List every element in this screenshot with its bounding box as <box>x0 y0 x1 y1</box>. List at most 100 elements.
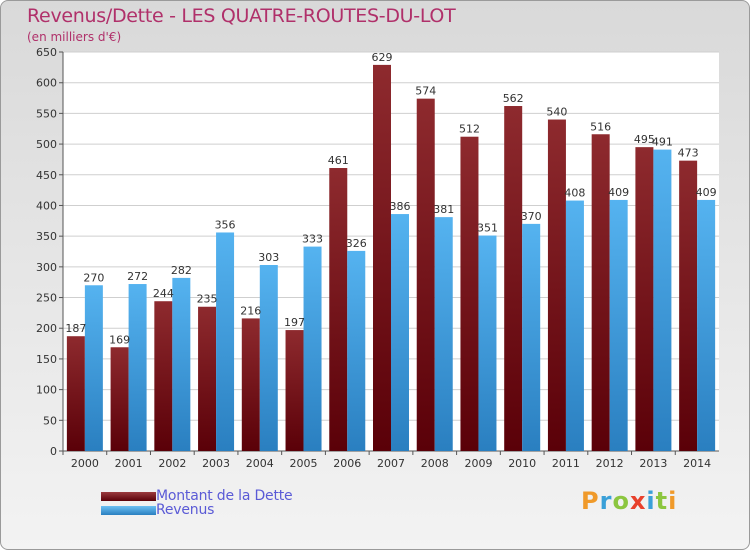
y-tick-label: 550 <box>36 107 57 120</box>
x-tick-label: 2010 <box>508 457 536 470</box>
data-label: 244 <box>153 287 174 300</box>
logo-letter: P <box>581 487 600 515</box>
x-tick-label: 2000 <box>71 457 99 470</box>
data-label: 386 <box>390 200 411 213</box>
data-label: 540 <box>546 106 567 119</box>
x-tick-label: 2003 <box>202 457 230 470</box>
bar-revenus <box>128 284 147 451</box>
y-tick-label: 100 <box>36 384 57 397</box>
legend-swatch-dette <box>101 491 156 501</box>
legend-item-dette: Montant de la Dette <box>101 488 293 504</box>
bar-dette <box>241 318 260 451</box>
logo-letter: i <box>646 487 656 515</box>
data-label: 461 <box>328 154 349 167</box>
bar-revenus <box>609 199 628 451</box>
bar-revenus <box>565 200 584 451</box>
logo-letter: r <box>599 487 613 515</box>
y-tick-label: 400 <box>36 199 57 212</box>
logo-letter: x <box>629 487 647 515</box>
y-tick-label: 350 <box>36 230 57 243</box>
y-tick-label: 450 <box>36 169 57 182</box>
bar-dette <box>416 98 435 451</box>
data-label: 370 <box>521 210 542 223</box>
x-tick-label: 2001 <box>115 457 143 470</box>
x-tick-label: 2011 <box>552 457 580 470</box>
data-label: 282 <box>171 264 192 277</box>
x-tick-label: 2005 <box>290 457 318 470</box>
y-tick-label: 150 <box>36 353 57 366</box>
bar-dette <box>66 336 85 451</box>
data-label: 473 <box>678 147 699 160</box>
bar-dette <box>635 147 654 451</box>
data-label: 326 <box>346 237 367 250</box>
bar-revenus <box>216 232 235 451</box>
bar-revenus <box>653 149 672 451</box>
x-tick-label: 2002 <box>158 457 186 470</box>
logo-letter: o <box>612 487 630 515</box>
bar-revenus <box>522 223 541 451</box>
y-tick-label: 500 <box>36 138 57 151</box>
x-tick-label: 2008 <box>421 457 449 470</box>
proxiti-logo: Proxiti <box>581 487 677 515</box>
bar-dette <box>198 306 217 451</box>
bar-dette <box>154 301 173 451</box>
y-tick-label: 650 <box>36 46 57 59</box>
bar-dette <box>329 168 348 452</box>
data-label: 272 <box>127 270 148 283</box>
x-tick-label: 2009 <box>464 457 492 470</box>
x-tick-label: 2012 <box>596 457 624 470</box>
legend-label-dette: Montant de la Dette <box>156 488 293 504</box>
bar-dette <box>460 136 479 452</box>
data-label: 235 <box>197 293 218 306</box>
logo-letter: t <box>655 487 669 515</box>
bar-revenus <box>434 217 453 451</box>
x-tick-label: 2004 <box>246 457 274 470</box>
bar-dette <box>679 160 698 452</box>
bar-dette <box>547 119 566 452</box>
bar-revenus <box>259 265 278 451</box>
bar-revenus <box>697 199 716 451</box>
legend-label-revenus: Revenus <box>156 502 215 518</box>
bar-revenus <box>347 250 366 451</box>
axes: 0 50 100 150 200 250 300 350 400 450 500 550 600 650 2… <box>36 46 719 470</box>
data-label: 409 <box>696 186 717 199</box>
data-label: 169 <box>109 333 130 346</box>
y-tick-label: 0 <box>50 445 57 458</box>
data-label: 356 <box>215 218 236 231</box>
data-labels: 187 270 169 272 244 282 235 356 216 303 197 333 461 3… <box>65 51 716 346</box>
data-label: 562 <box>503 92 524 105</box>
bar-dette <box>504 106 523 451</box>
data-label: 629 <box>372 51 393 64</box>
data-label: 270 <box>83 271 104 284</box>
data-label: 512 <box>459 123 480 136</box>
data-label: 495 <box>634 133 655 146</box>
data-label: 187 <box>65 322 86 335</box>
chart-title: Revenus/Dette - LES QUATRE-ROUTES-DU-LOT <box>27 5 456 27</box>
data-label: 351 <box>477 222 498 235</box>
legend-item-revenus: Revenus <box>101 502 214 518</box>
x-tick-label: 2014 <box>683 457 711 470</box>
y-tick-label: 600 <box>36 77 57 90</box>
x-tick-label: 2006 <box>333 457 361 470</box>
data-label: 409 <box>608 186 629 199</box>
bars <box>66 64 716 452</box>
data-label: 197 <box>284 316 305 329</box>
x-tick-label: 2007 <box>377 457 405 470</box>
legend-swatch-revenus <box>101 505 156 515</box>
bar-revenus <box>172 277 191 451</box>
data-label: 303 <box>258 251 279 264</box>
data-label: 381 <box>433 203 454 216</box>
y-tick-label: 200 <box>36 322 57 335</box>
y-tick-label: 50 <box>43 414 57 427</box>
data-label: 333 <box>302 233 323 246</box>
logo-letter: i <box>668 487 678 515</box>
data-label: 216 <box>240 304 261 317</box>
bar-dette <box>285 330 304 451</box>
data-label: 491 <box>652 136 673 149</box>
data-label: 516 <box>590 120 611 133</box>
bar-dette <box>373 64 391 451</box>
bar-dette <box>110 347 129 451</box>
chart-unit-subtitle: (en milliers d'€) <box>27 30 122 44</box>
